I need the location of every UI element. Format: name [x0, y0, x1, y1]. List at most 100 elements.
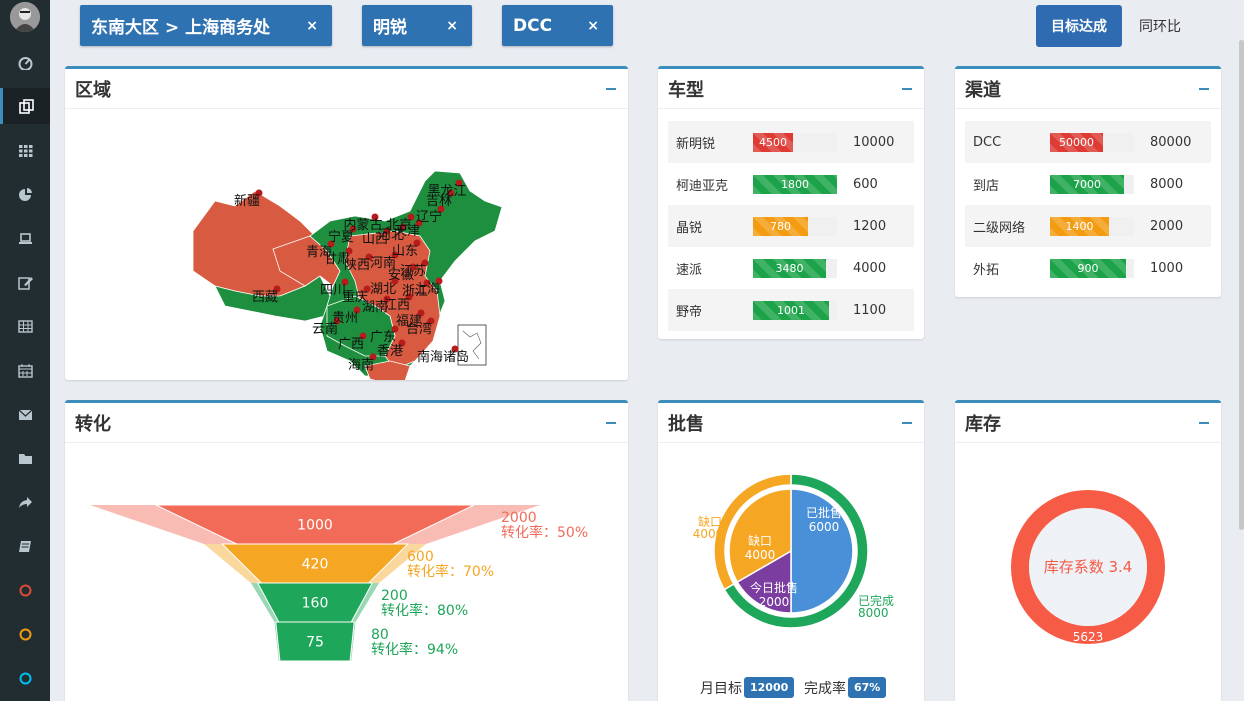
funnel-rate-label: 转化率：70% — [407, 563, 494, 580]
sidebar-item-book[interactable] — [0, 528, 50, 564]
model-row[interactable]: 柯迪亚克 1800 600 — [668, 163, 914, 205]
channel-name: 到店 — [973, 178, 1000, 194]
panel-title: 转化 — [75, 413, 111, 435]
sidebar-item-share[interactable] — [0, 484, 50, 520]
pie-label-name: 缺口 — [748, 533, 772, 548]
map-dot — [255, 189, 263, 197]
filter-tag-channel[interactable]: DCC × — [502, 5, 613, 46]
close-icon[interactable]: × — [446, 17, 458, 34]
sidebar-item-laptop[interactable] — [0, 220, 50, 256]
gauge-ring — [1011, 490, 1165, 644]
model-name: 柯迪亚克 — [676, 178, 729, 194]
filter-tag-label: DCC — [513, 15, 553, 36]
funnel-actual-value: 420 — [302, 557, 329, 573]
progress-value: 1001 — [777, 303, 805, 317]
model-name: 野帝 — [676, 304, 703, 320]
sidebar-item-grid[interactable] — [0, 132, 50, 168]
sidebar-item-calendar[interactable] — [0, 352, 50, 388]
sidebar-item-edit[interactable] — [0, 264, 50, 300]
minimize-icon[interactable] — [606, 421, 616, 424]
map-region-south — [364, 360, 411, 380]
map-dot — [413, 239, 421, 247]
map-dot — [437, 205, 445, 213]
map-label: 山东 — [392, 244, 418, 259]
channel-row[interactable]: 外拓 900 1000 — [965, 247, 1211, 289]
panel-title: 区域 — [75, 79, 111, 101]
target-value: 1000 — [1150, 260, 1184, 276]
map-dot — [353, 306, 361, 314]
sidebar-item-folder[interactable] — [0, 440, 50, 476]
map-dot — [447, 189, 455, 197]
close-icon[interactable]: × — [306, 17, 318, 34]
map-label: 香港 — [377, 344, 403, 359]
south-china-sea-inset — [457, 324, 487, 366]
map-label: 广西 — [338, 337, 364, 352]
map-label: 四川 — [320, 283, 346, 298]
close-icon[interactable]: × — [587, 17, 599, 34]
channel-bar-table: DCC 50000 80000 到店 7000 8000 二级网络 1400 2000 外拓 900… — [965, 121, 1211, 289]
sidebar-item-circle-orange[interactable] — [0, 616, 50, 652]
sidebar-item-envelope[interactable] — [0, 396, 50, 432]
map-dot — [327, 240, 335, 248]
map-dot — [407, 213, 415, 221]
map-dot — [273, 285, 281, 293]
map-dot — [399, 223, 407, 231]
target-achievement-button[interactable]: 目标达成 — [1036, 5, 1122, 47]
channel-row[interactable]: DCC 50000 80000 — [965, 121, 1211, 163]
pie-label-value: 4000 — [693, 527, 724, 541]
map-dot — [365, 253, 373, 261]
model-row[interactable]: 晶锐 780 1200 — [668, 205, 914, 247]
pie-label-name: 已批售 — [806, 505, 842, 520]
minimize-icon[interactable] — [902, 87, 912, 90]
sidebar-item-circle-blue[interactable] — [0, 660, 50, 696]
progress-value: 1400 — [1065, 219, 1094, 233]
map-label: 天津 — [394, 224, 420, 239]
sidebar-item-pie-chart[interactable] — [0, 176, 50, 212]
channel-name: 外拓 — [973, 262, 1000, 278]
map-label: 宁夏 — [328, 229, 354, 245]
target-value: 8000 — [1150, 176, 1184, 192]
minimize-icon[interactable] — [606, 87, 616, 90]
map-label: 黑龙江 — [427, 184, 466, 199]
yoy-comparison-button[interactable]: 同环比 — [1139, 19, 1181, 35]
map-label: 江西 — [384, 298, 410, 313]
map-label: 安徽 — [388, 268, 414, 283]
channel-row[interactable]: 二级网络 1400 2000 — [965, 205, 1211, 247]
progress-bar: 1400 — [1050, 216, 1109, 236]
edit-icon — [17, 276, 33, 290]
sidebar-item-copy[interactable] — [0, 88, 50, 124]
minimize-icon[interactable] — [1199, 421, 1209, 424]
sidebar-item-dashboard[interactable] — [0, 44, 50, 80]
map-dot — [371, 213, 379, 221]
sidebar-item-circle-red[interactable] — [0, 572, 50, 608]
progress-track: 780 — [753, 216, 837, 236]
progress-track: 1800 — [753, 174, 837, 194]
gauge-value: 5623 — [1073, 630, 1104, 644]
target-value: 10000 — [853, 134, 895, 150]
channel-row[interactable]: 到店 7000 8000 — [965, 163, 1211, 205]
filter-tag-model[interactable]: 明锐 × — [362, 5, 472, 46]
month-target-badge: 12000 — [744, 677, 795, 698]
progress-bar: 50000 — [1050, 132, 1103, 152]
progress-value: 900 — [1077, 261, 1099, 275]
model-row[interactable]: 新明锐 4500 10000 — [668, 121, 914, 163]
scrollbar[interactable] — [1239, 40, 1244, 530]
progress-track: 3480 — [753, 258, 837, 278]
model-name: 速派 — [676, 262, 703, 278]
map-dot — [349, 225, 357, 233]
avatar[interactable] — [10, 2, 40, 32]
map-label: 青海 — [306, 245, 332, 260]
dashboard-icon — [18, 56, 32, 70]
map-label: 辽宁 — [416, 209, 442, 225]
sidebar-item-table[interactable] — [0, 308, 50, 344]
minimize-icon[interactable] — [1199, 87, 1209, 90]
target-value: 80000 — [1150, 134, 1192, 150]
model-row[interactable]: 速派 3480 4000 — [668, 247, 914, 289]
minimize-icon[interactable] — [902, 421, 912, 424]
model-row[interactable]: 野帝 1001 1100 — [668, 289, 914, 331]
map-label: 吉林 — [426, 194, 452, 209]
progress-value: 780 — [770, 219, 791, 233]
filter-tag-region[interactable]: 东南大区 > 上海商务处 × — [80, 5, 332, 46]
